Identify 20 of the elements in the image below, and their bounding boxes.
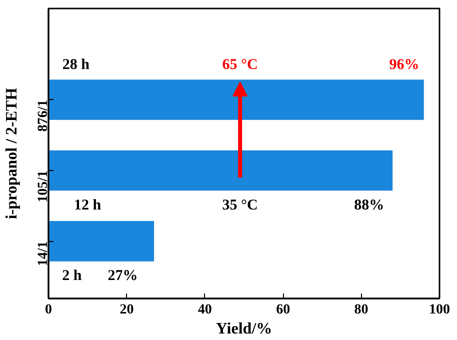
text: 28 h bbox=[62, 56, 90, 73]
bar bbox=[48, 221, 154, 262]
x-tick-label: 80 bbox=[354, 302, 368, 318]
y-tick-label: 14/1 bbox=[36, 241, 51, 266]
annotation: 35 °C bbox=[222, 197, 258, 214]
text: 65 °C bbox=[222, 56, 258, 73]
annotation: 88% bbox=[354, 197, 384, 214]
x-tick-label: 20 bbox=[120, 302, 134, 318]
y-axis-title: i-propanol / 2-ETH bbox=[4, 87, 20, 220]
annotation: 2 h bbox=[62, 268, 82, 284]
text: 96% bbox=[389, 56, 420, 73]
annotation: 27% bbox=[108, 268, 138, 284]
x-tick-label: 0 bbox=[45, 302, 52, 318]
x-tick-label: 60 bbox=[276, 302, 290, 318]
x-tick-label: 40 bbox=[198, 302, 212, 318]
x-tick-label: 100 bbox=[429, 302, 450, 318]
x-axis-title: Yield/% bbox=[216, 320, 272, 338]
annotation: 12 h bbox=[74, 197, 102, 214]
y-tick-label: 105/1 bbox=[36, 170, 51, 202]
y-tick-label: 876/1 bbox=[36, 100, 51, 132]
